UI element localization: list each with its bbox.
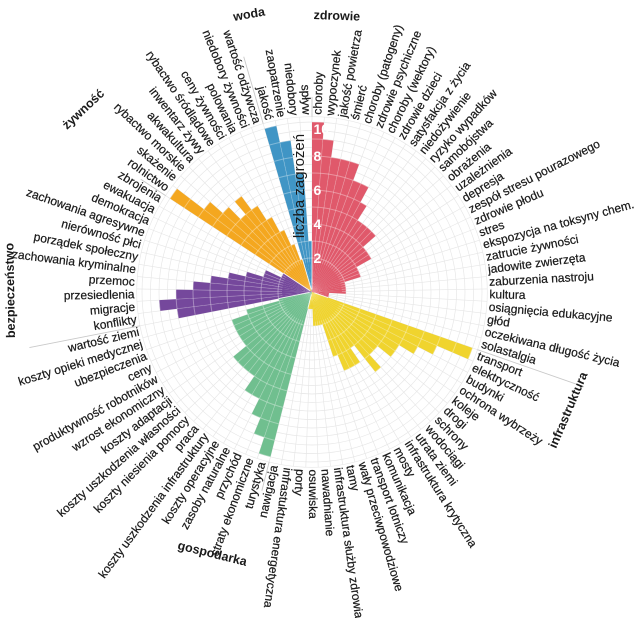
- svg-text:8: 8: [314, 148, 322, 164]
- svg-text:przemoc: przemoc: [88, 272, 135, 288]
- svg-text:choroby: choroby: [310, 72, 325, 115]
- svg-text:6: 6: [314, 182, 322, 198]
- svg-text:4: 4: [314, 216, 322, 232]
- svg-text:bezpieczeństwo: bezpieczeństwo: [2, 242, 18, 338]
- svg-text:2: 2: [314, 250, 322, 266]
- svg-text:głód: głód: [486, 312, 511, 329]
- svg-text:zaburzenia nastroju: zaburzenia nastroju: [489, 269, 594, 289]
- svg-text:osuwiska: osuwiska: [306, 470, 320, 520]
- svg-text:zdrowie: zdrowie: [313, 8, 360, 24]
- svg-text:konflikty: konflikty: [93, 312, 138, 333]
- svg-text:10: 10: [314, 121, 330, 137]
- svg-text:woda: woda: [231, 4, 267, 24]
- svg-text:spływ: spływ: [299, 84, 314, 115]
- svg-text:przesiedlenia: przesiedlenia: [64, 287, 135, 302]
- svg-text:kultura: kultura: [489, 287, 526, 302]
- svg-text:porty: porty: [291, 469, 307, 497]
- svg-text:migracje: migracje: [89, 300, 136, 318]
- svg-text:niedobory: niedobory: [282, 62, 301, 116]
- svg-text:liczba zagrożeń: liczba zagrożeń: [291, 134, 308, 238]
- svg-text:tamy: tamy: [343, 464, 362, 492]
- svg-text:nawadnianie: nawadnianie: [318, 469, 337, 538]
